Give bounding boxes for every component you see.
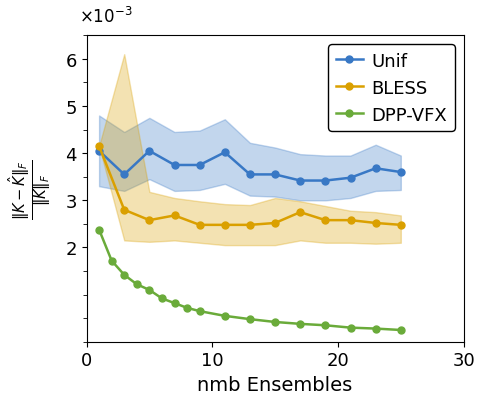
Unif <box>96 149 102 154</box>
BLESS <box>297 210 303 215</box>
Line: DPP-VFX: DPP-VFX <box>95 227 404 334</box>
DPP-VFX <box>247 317 253 322</box>
BLESS <box>272 221 278 226</box>
BLESS <box>322 218 328 223</box>
Unif <box>373 166 378 171</box>
Unif <box>322 179 328 184</box>
Line: BLESS: BLESS <box>95 143 404 229</box>
DPP-VFX <box>134 282 140 287</box>
DPP-VFX <box>147 288 152 293</box>
BLESS <box>147 218 152 223</box>
X-axis label: nmb Ensembles: nmb Ensembles <box>198 375 353 394</box>
DPP-VFX <box>222 314 228 318</box>
Unif <box>222 150 228 155</box>
DPP-VFX <box>109 259 115 263</box>
BLESS <box>172 213 177 218</box>
DPP-VFX <box>348 325 353 330</box>
BLESS <box>247 223 253 228</box>
Unif <box>272 172 278 177</box>
Y-axis label: $\frac{\|K - \hat{K}\|_F}{\|K\|_F}$: $\frac{\|K - \hat{K}\|_F}{\|K\|_F}$ <box>7 159 54 219</box>
BLESS <box>348 218 353 223</box>
BLESS <box>121 208 127 213</box>
BLESS <box>222 223 228 228</box>
Unif <box>348 176 353 181</box>
Unif <box>197 163 202 168</box>
Unif <box>398 170 404 175</box>
DPP-VFX <box>197 309 202 314</box>
Unif <box>297 179 303 184</box>
Unif <box>247 172 253 177</box>
DPP-VFX <box>121 273 127 277</box>
DPP-VFX <box>373 326 378 331</box>
Unif <box>121 172 127 177</box>
Unif <box>172 163 177 168</box>
BLESS <box>373 221 378 226</box>
DPP-VFX <box>398 328 404 332</box>
DPP-VFX <box>96 228 102 233</box>
DPP-VFX <box>159 296 165 301</box>
Text: $\times 10^{-3}$: $\times 10^{-3}$ <box>79 7 133 27</box>
BLESS <box>96 144 102 149</box>
DPP-VFX <box>184 306 190 310</box>
Unif <box>147 149 152 154</box>
DPP-VFX <box>322 323 328 328</box>
DPP-VFX <box>272 320 278 324</box>
Line: Unif: Unif <box>95 148 404 184</box>
DPP-VFX <box>172 301 177 306</box>
BLESS <box>398 223 404 228</box>
DPP-VFX <box>297 322 303 326</box>
Legend: Unif, BLESS, DPP-VFX: Unif, BLESS, DPP-VFX <box>328 45 455 132</box>
BLESS <box>197 223 202 228</box>
